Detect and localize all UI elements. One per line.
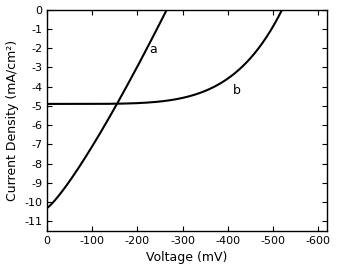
X-axis label: Voltage (mV): Voltage (mV) bbox=[147, 251, 228, 264]
Text: b: b bbox=[233, 84, 241, 97]
Y-axis label: Current Density (mA/cm²): Current Density (mA/cm²) bbox=[5, 40, 19, 201]
Text: a: a bbox=[149, 43, 157, 56]
